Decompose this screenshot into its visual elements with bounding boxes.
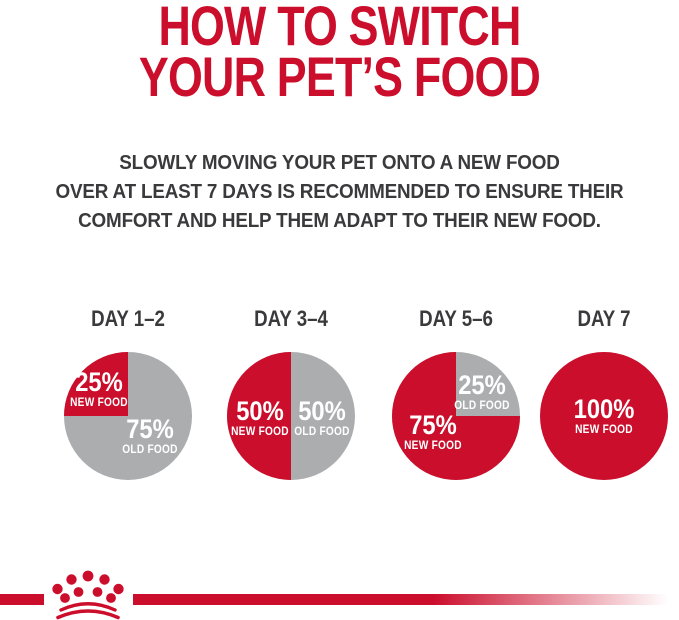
subtitle-line3: COMFORT AND HELP THEM ADAPT TO THEIR NEW… xyxy=(78,209,601,232)
pie-chart-day-7: 100% NEW FOOD xyxy=(540,352,668,480)
footer-bar-left xyxy=(0,594,44,605)
slice-label-new-food: 75% NEW FOOD xyxy=(404,409,462,453)
slice-name: NEW FOOD xyxy=(231,425,289,438)
slice-label-old-food: 50% OLD FOOD xyxy=(294,395,350,439)
pie-chart-day-3-4: 50% NEW FOOD 50% OLD FOOD xyxy=(227,352,355,480)
slice-pct: 75% xyxy=(126,413,174,444)
slice-label-old-food: 75% OLD FOOD xyxy=(122,413,178,457)
slice-pct: 50% xyxy=(236,395,284,426)
pie-chart-day-5-6: 25% OLD FOOD 75% NEW FOOD xyxy=(392,352,520,480)
pie-title-day-3-4: DAY 3–4 xyxy=(254,306,328,331)
slice-name: NEW FOOD xyxy=(575,423,633,436)
pie-group-day-1-2: DAY 1–2 25% NEW FOOD 75% OLD FOOD xyxy=(48,306,208,480)
pie-group-day-5-6: DAY 5–6 25% OLD FOOD 75% NEW FOOD xyxy=(376,306,536,480)
page-title-line2: YOUR PET’S FOOD xyxy=(138,45,541,108)
subtitle-line1: SLOWLY MOVING YOUR PET ONTO A NEW FOOD xyxy=(119,151,560,174)
pie-svg-day-1-2 xyxy=(64,352,192,480)
royal-canin-crown-logo-icon xyxy=(52,570,124,620)
pie-chart-day-1-2: 25% NEW FOOD 75% OLD FOOD xyxy=(64,352,192,480)
new-food-slice xyxy=(227,352,291,480)
page-subtitle: SLOWLY MOVING YOUR PET ONTO A NEW FOOD O… xyxy=(0,148,679,235)
pie-svg-day-5-6 xyxy=(392,352,520,480)
page-title: HOW TO SWITCH YOUR PET’S FOOD xyxy=(0,0,679,108)
pie-svg-day-7 xyxy=(540,352,668,480)
slice-name: OLD FOOD xyxy=(122,443,178,456)
slice-label-new-food: 25% NEW FOOD xyxy=(70,366,128,410)
slice-pct: 50% xyxy=(298,395,346,426)
slice-name: OLD FOOD xyxy=(294,425,350,438)
subtitle-line2: OVER AT LEAST 7 DAYS IS RECOMMENDED TO E… xyxy=(55,180,624,203)
footer-bar-right xyxy=(133,594,679,605)
slice-pct: 25% xyxy=(458,369,506,400)
slice-name: OLD FOOD xyxy=(454,399,510,412)
slice-pct: 100% xyxy=(573,393,635,424)
pie-group-day-3-4: DAY 3–4 50% NEW FOOD 50% OLD FOOD xyxy=(211,306,371,480)
page-title-line1: HOW TO SWITCH xyxy=(158,0,521,57)
slice-label-old-food: 25% OLD FOOD xyxy=(454,369,510,413)
slice-pct: 25% xyxy=(75,366,123,397)
new-food-slice xyxy=(392,352,520,480)
slice-label-new-food: 100% NEW FOOD xyxy=(573,393,635,437)
slice-name: NEW FOOD xyxy=(70,396,128,409)
slice-label-new-food: 50% NEW FOOD xyxy=(231,395,289,439)
new-food-slice xyxy=(540,352,668,480)
pie-svg-day-3-4 xyxy=(227,352,355,480)
pie-title-day-7: DAY 7 xyxy=(577,306,631,331)
slice-name: NEW FOOD xyxy=(404,439,462,452)
pie-title-day-1-2: DAY 1–2 xyxy=(91,306,165,331)
pie-title-day-5-6: DAY 5–6 xyxy=(419,306,493,331)
slice-pct: 75% xyxy=(409,409,457,440)
new-food-slice xyxy=(64,352,128,416)
pie-group-day-7: DAY 7 100% NEW FOOD xyxy=(524,306,679,480)
